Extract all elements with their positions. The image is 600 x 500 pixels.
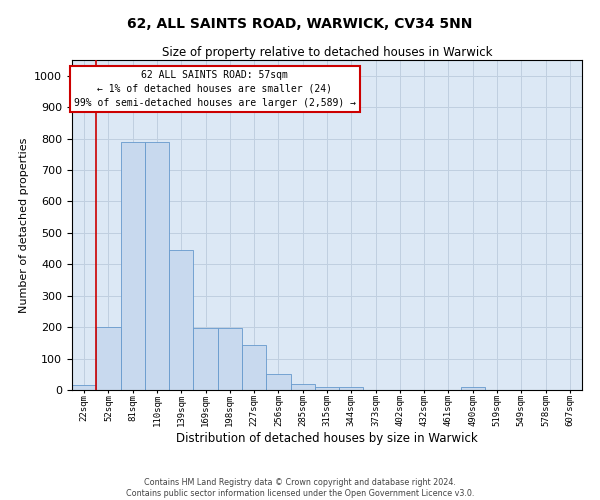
- X-axis label: Distribution of detached houses by size in Warwick: Distribution of detached houses by size …: [176, 432, 478, 445]
- Y-axis label: Number of detached properties: Number of detached properties: [19, 138, 29, 312]
- Bar: [315, 387, 339, 390]
- Bar: [218, 328, 242, 390]
- Text: 62, ALL SAINTS ROAD, WARWICK, CV34 5NN: 62, ALL SAINTS ROAD, WARWICK, CV34 5NN: [127, 18, 473, 32]
- Bar: [121, 142, 145, 390]
- Text: 62 ALL SAINTS ROAD: 57sqm
← 1% of detached houses are smaller (24)
99% of semi-d: 62 ALL SAINTS ROAD: 57sqm ← 1% of detach…: [74, 70, 356, 108]
- Bar: [461, 387, 485, 390]
- Bar: [193, 328, 218, 390]
- Text: Contains HM Land Registry data © Crown copyright and database right 2024.
Contai: Contains HM Land Registry data © Crown c…: [126, 478, 474, 498]
- Bar: [266, 374, 290, 390]
- Bar: [339, 387, 364, 390]
- Bar: [72, 386, 96, 390]
- Bar: [145, 142, 169, 390]
- Bar: [169, 250, 193, 390]
- Title: Size of property relative to detached houses in Warwick: Size of property relative to detached ho…: [162, 46, 492, 59]
- Bar: [96, 327, 121, 390]
- Bar: [290, 384, 315, 390]
- Bar: [242, 346, 266, 390]
